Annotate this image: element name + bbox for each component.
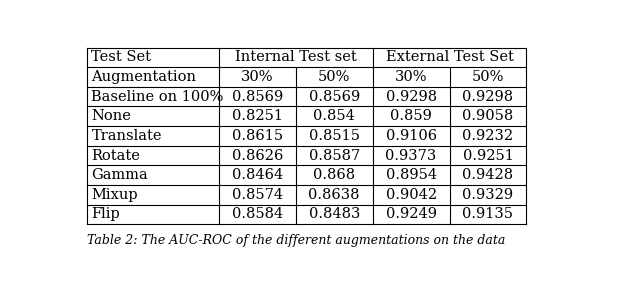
- Text: Rotate: Rotate: [92, 148, 140, 163]
- Text: 0.854: 0.854: [313, 109, 355, 123]
- Text: Mixup: Mixup: [92, 188, 138, 202]
- Text: 0.859: 0.859: [390, 109, 432, 123]
- Text: Translate: Translate: [92, 129, 162, 143]
- Text: 0.8515: 0.8515: [308, 129, 360, 143]
- Text: Augmentation: Augmentation: [92, 70, 196, 84]
- Text: 0.8569: 0.8569: [232, 90, 283, 104]
- Text: 0.9135: 0.9135: [463, 207, 513, 221]
- Text: 0.9298: 0.9298: [385, 90, 436, 104]
- Text: Table 2: The AUC-ROC of the different augmentations on the data: Table 2: The AUC-ROC of the different au…: [88, 233, 506, 247]
- Text: None: None: [92, 109, 131, 123]
- Text: 0.9249: 0.9249: [385, 207, 436, 221]
- Text: Internal Test set: Internal Test set: [235, 50, 356, 64]
- Text: 0.8584: 0.8584: [232, 207, 283, 221]
- Text: 0.8464: 0.8464: [232, 168, 283, 182]
- Text: 0.9058: 0.9058: [462, 109, 513, 123]
- Text: 50%: 50%: [318, 70, 350, 84]
- Text: 0.8483: 0.8483: [308, 207, 360, 221]
- Text: 30%: 30%: [395, 70, 428, 84]
- Text: 0.8954: 0.8954: [385, 168, 436, 182]
- Text: Gamma: Gamma: [92, 168, 148, 182]
- Text: 0.8574: 0.8574: [232, 188, 283, 202]
- Text: 0.8638: 0.8638: [308, 188, 360, 202]
- Text: 0.9251: 0.9251: [463, 148, 513, 163]
- Text: 0.9373: 0.9373: [385, 148, 436, 163]
- Text: 0.9232: 0.9232: [462, 129, 513, 143]
- Text: Baseline on 100%: Baseline on 100%: [92, 90, 224, 104]
- Text: Test Set: Test Set: [92, 50, 152, 64]
- Text: 0.868: 0.868: [313, 168, 355, 182]
- Text: 30%: 30%: [241, 70, 273, 84]
- Text: 0.8626: 0.8626: [232, 148, 283, 163]
- Text: 0.8251: 0.8251: [232, 109, 283, 123]
- Text: Flip: Flip: [92, 207, 120, 221]
- Text: 0.9106: 0.9106: [385, 129, 436, 143]
- Text: 0.9428: 0.9428: [462, 168, 513, 182]
- Text: External Test Set: External Test Set: [385, 50, 513, 64]
- Text: 0.9329: 0.9329: [462, 188, 513, 202]
- Text: 0.8569: 0.8569: [308, 90, 360, 104]
- Text: 0.8615: 0.8615: [232, 129, 283, 143]
- Text: 0.8587: 0.8587: [308, 148, 360, 163]
- Text: 0.9298: 0.9298: [462, 90, 513, 104]
- Text: 50%: 50%: [472, 70, 504, 84]
- Text: 0.9042: 0.9042: [385, 188, 436, 202]
